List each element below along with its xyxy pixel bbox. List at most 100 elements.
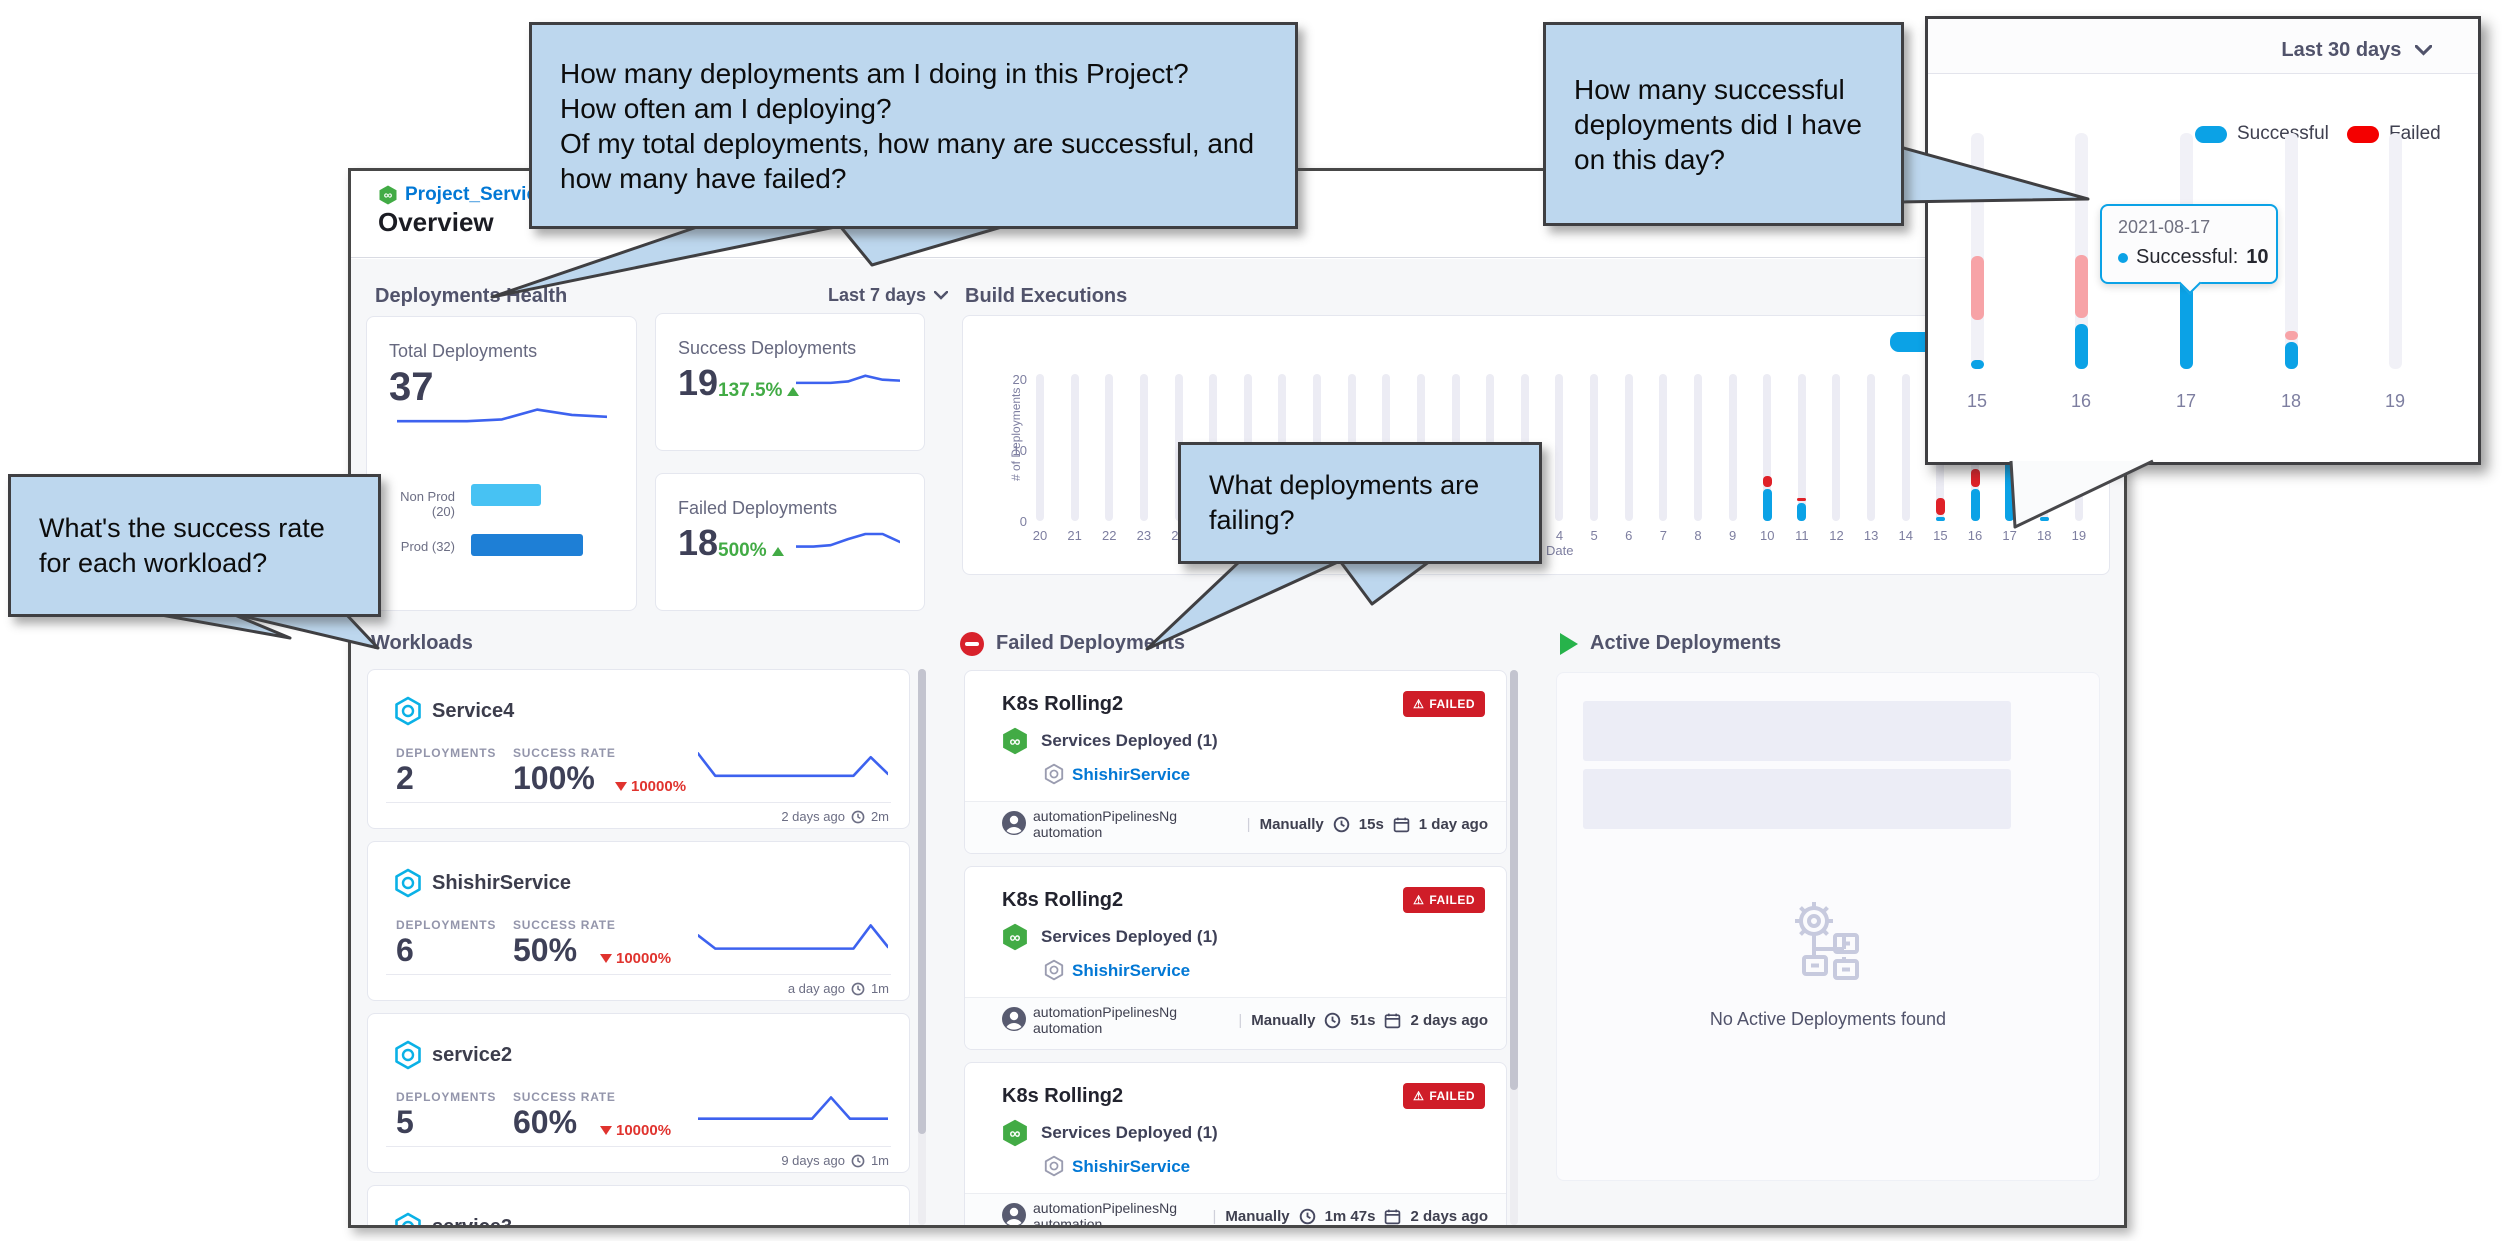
prod-bar-label: Prod (32) bbox=[400, 539, 455, 554]
workload-card-service2[interactable]: service2 DEPLOYMENTS 5 SUCCESS RATE 60% … bbox=[367, 1013, 910, 1173]
chart-gridline-column bbox=[1486, 374, 1495, 521]
chart-tooltip: 2021-08-17 Successful: 10 bbox=[2100, 204, 2278, 295]
x-tick-label: 6 bbox=[1625, 528, 1633, 543]
successful-bar bbox=[1762, 489, 1772, 521]
x-tick-label: 22 bbox=[1102, 528, 1117, 543]
workload-footer: a day ago 1m bbox=[787, 981, 889, 996]
success-rate-caption: SUCCESS RATE bbox=[513, 918, 616, 932]
successful-bar bbox=[2074, 323, 2088, 369]
clock-icon bbox=[1325, 1012, 1341, 1029]
failed-bar bbox=[2284, 330, 2298, 340]
chart-gridline-column bbox=[1832, 374, 1841, 521]
finished-ago: 2 days ago bbox=[1410, 1208, 1488, 1225]
x-tick-label: 17 bbox=[2002, 528, 2017, 543]
execution-footer: automationPipelinesNg automation | Manual… bbox=[965, 1193, 1506, 1225]
active-deployments-panel: No Active Deployments found bbox=[1556, 672, 2100, 1181]
failed-deployments-label: Failed Deployments bbox=[678, 498, 838, 518]
workloads-scrollbar[interactable] bbox=[918, 669, 926, 1225]
workload-sparkline bbox=[698, 1092, 888, 1130]
x-tick-label: 16 bbox=[1967, 528, 1983, 543]
project-breadcrumb-link[interactable]: ∞ Project_ServiceL bbox=[378, 184, 559, 206]
chart-gridline-column bbox=[1590, 374, 1599, 521]
divider bbox=[386, 802, 891, 803]
x-tick-label: 15 bbox=[1933, 528, 1948, 543]
chart-gridline-column bbox=[1382, 374, 1391, 521]
successful-bar bbox=[1970, 359, 1984, 369]
trigger-type: Manually bbox=[1251, 1012, 1316, 1029]
chart-gridline-column bbox=[1070, 374, 1079, 521]
chart-gridline-column bbox=[1243, 374, 1252, 521]
x-tick-label: 3 bbox=[1521, 528, 1529, 543]
workload-footer: 9 days ago 1m bbox=[781, 1153, 889, 1168]
successful-bar bbox=[2179, 278, 2193, 369]
x-tick-label: 27 bbox=[1275, 528, 1290, 543]
project-name: Project_ServiceL bbox=[405, 184, 560, 205]
workload-deployments-value: 2 bbox=[396, 760, 414, 796]
chart-gridline-column bbox=[1659, 374, 1668, 521]
chart-gridline-column bbox=[1693, 374, 1702, 521]
services-deployed-label: Services Deployed (1) bbox=[1041, 1123, 1218, 1142]
workload-name: service3 bbox=[432, 1216, 513, 1228]
failed-status-badge: ⚠ FAILED bbox=[1403, 691, 1485, 717]
service-link[interactable]: ShishirService bbox=[1072, 765, 1191, 784]
avatar-icon bbox=[1002, 1007, 1026, 1031]
workload-card-service3[interactable]: service3 bbox=[367, 1185, 910, 1228]
success-delta: 137.5% bbox=[718, 380, 800, 402]
workload-card-service4[interactable]: Service4 DEPLOYMENTS 2 SUCCESS RATE 100%… bbox=[367, 669, 910, 829]
execution-meta: | Manually 1m 47s 2 days ago bbox=[1212, 1208, 1488, 1225]
workload-sparkline bbox=[698, 920, 888, 958]
failed-deployments-scrollbar[interactable] bbox=[1510, 670, 1518, 1225]
popup-range-dropdown[interactable]: Last 30 days bbox=[2281, 39, 2433, 62]
workload-rate-value: 50% bbox=[513, 932, 578, 968]
clock-icon bbox=[851, 810, 865, 823]
workload-delta: 10000% bbox=[600, 950, 671, 967]
tooltip-date: 2021-08-17 bbox=[2118, 217, 2211, 237]
health-range-dropdown[interactable]: Last 7 days bbox=[828, 285, 949, 306]
execution-footer: automationPipelinesNg automation | Manual… bbox=[965, 801, 1506, 853]
x-tick-label: 11 bbox=[1795, 528, 1809, 543]
execution-footer: automationPipelinesNg automation | Manual… bbox=[965, 997, 1506, 1049]
chart-gridline-column bbox=[1797, 374, 1806, 521]
failed-deployments-icon bbox=[960, 632, 984, 656]
divider bbox=[386, 974, 891, 975]
dashboard-window: ∞ Project_ServiceL Overview Deployments … bbox=[348, 168, 2127, 1228]
failed-deployment-card-2[interactable]: K8s Rolling2 ⚠ FAILED ∞ Services Deployed… bbox=[964, 866, 1507, 1050]
warning-icon: ⚠ bbox=[1413, 893, 1425, 907]
clock-icon bbox=[1333, 816, 1350, 833]
legend-failed[interactable]: Failed bbox=[2347, 123, 2441, 145]
workload-rate-value: 60% bbox=[513, 1104, 578, 1140]
service-hexagon-icon bbox=[1044, 959, 1064, 981]
deployments-caption: DEPLOYMENTS bbox=[396, 1090, 497, 1104]
service-hexagon-icon bbox=[1044, 763, 1064, 785]
y-tick-0: 0 bbox=[1019, 514, 1027, 529]
svg-text:∞: ∞ bbox=[1010, 930, 1021, 947]
services-deployed-icon: ∞ bbox=[1003, 727, 1027, 755]
chart-gridline-column bbox=[1728, 374, 1737, 521]
pipeline-name: K8s Rolling2 bbox=[1002, 889, 1124, 911]
success-deployments-label: Success Deployments bbox=[678, 338, 857, 358]
workload-card-shishirservice[interactable]: ShishirService DEPLOYMENTS 6 SUCCESS RAT… bbox=[367, 841, 910, 1001]
x-tick-label: 4 bbox=[1555, 528, 1564, 543]
skeleton-row bbox=[1583, 701, 2011, 761]
failed-deployment-card-3[interactable]: K8s Rolling2 ⚠ FAILED ∞ Services Deployed… bbox=[964, 1062, 1507, 1225]
calendar-icon bbox=[1385, 1013, 1401, 1029]
service-link[interactable]: ShishirService bbox=[1072, 1157, 1191, 1176]
chart-gridline-column bbox=[1867, 374, 1876, 521]
legend-successful[interactable]: Successful bbox=[2195, 123, 2329, 145]
chart-gridline-column bbox=[1036, 374, 1044, 521]
failed-deployment-card-1[interactable]: K8s Rolling2 ⚠ FAILED ∞ Services Deployed… bbox=[964, 670, 1507, 854]
chart-gridline-column bbox=[1416, 374, 1425, 521]
skeleton-row bbox=[1583, 769, 2011, 829]
chevron-down-icon bbox=[934, 291, 949, 300]
svg-text:∞: ∞ bbox=[1010, 1126, 1021, 1143]
divider bbox=[386, 1146, 891, 1147]
chart-gridline-column bbox=[1763, 374, 1772, 521]
service-link[interactable]: ShishirService bbox=[1072, 961, 1191, 980]
service-hexagon-icon bbox=[395, 1212, 421, 1225]
callout-success-rate: What's the success rate for each workloa… bbox=[8, 474, 381, 617]
failed-bar bbox=[1762, 476, 1772, 488]
total-deployments-value: 37 bbox=[389, 365, 434, 409]
calendar-icon bbox=[1385, 1209, 1401, 1225]
warning-icon: ⚠ bbox=[1413, 697, 1425, 711]
successful-bar bbox=[2039, 517, 2049, 521]
